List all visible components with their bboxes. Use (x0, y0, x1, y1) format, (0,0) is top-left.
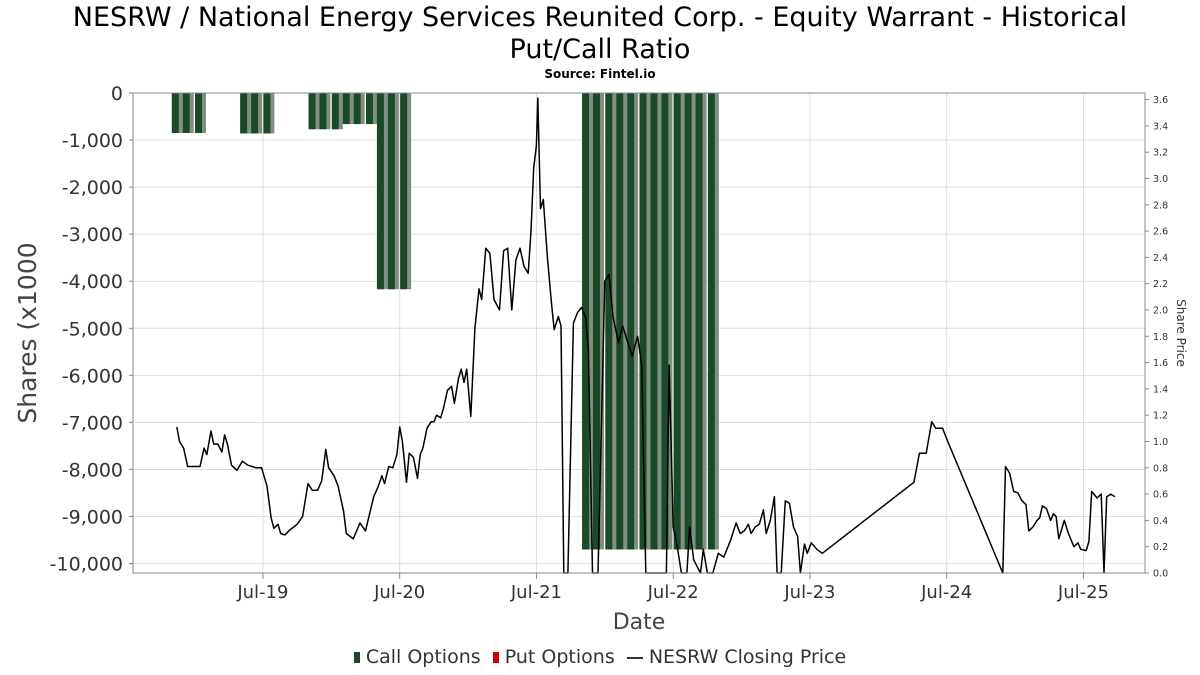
right-y-axis-label: Share Price (1174, 299, 1188, 367)
put-swatch (492, 652, 499, 663)
y-axis-label: Shares (x1000 (13, 242, 42, 423)
y2-tick-label: 2.4 (1153, 253, 1168, 264)
y2-tick-label: 2.6 (1153, 227, 1168, 238)
x-axis-label: Date (613, 610, 666, 635)
y2-tick-label: 2.0 (1153, 305, 1168, 316)
y2-tick-label: 0.2 (1153, 542, 1168, 553)
legend-label-put: Put Options (504, 646, 615, 668)
y2-tick-label: 1.0 (1153, 437, 1168, 448)
call-bar (331, 93, 339, 130)
y2-tick-label: 1.6 (1153, 358, 1168, 369)
y-tick-label: -3,000 (62, 224, 123, 246)
price-swatch (626, 656, 643, 659)
y2-tick-label: 0.6 (1153, 490, 1168, 501)
y-tick-label: -5,000 (62, 318, 123, 340)
call-bar (673, 93, 681, 550)
legend-label-price: NESRW Closing Price (648, 646, 847, 668)
legend: Call Options Put Options NESRW Closing P… (0, 646, 1200, 668)
call-bar (592, 93, 600, 550)
call-bar (661, 93, 669, 550)
y2-tick-label: 2.8 (1153, 200, 1168, 211)
y2-tick-label: 0.4 (1153, 516, 1168, 527)
legend-label-call: Call Options (365, 646, 481, 668)
x-tick-label: Jul-20 (373, 582, 425, 603)
call-bar (400, 93, 408, 290)
left-axis-ticks: 0 -1,000 -2,000 -3,000 -4,000 -5,000 -6,000 -7,… (50, 83, 133, 576)
y2-tick-label: 2.2 (1153, 279, 1168, 290)
y2-tick-label: 3.6 (1153, 95, 1168, 106)
y2-tick-label: 3.2 (1153, 148, 1168, 159)
y2-tick-label: 0.0 (1153, 569, 1168, 580)
x-tick-label: Jul-21 (510, 582, 562, 603)
call-bar (195, 93, 203, 133)
chart-title-line-2: Put/Call Ratio (509, 34, 691, 65)
call-bar (639, 93, 647, 550)
y-tick-label: -9,000 (62, 507, 123, 529)
y2-tick-label: 3.0 (1153, 174, 1168, 185)
call-bar (308, 93, 316, 130)
y2-tick-label: 1.2 (1153, 411, 1168, 422)
call-bar (182, 93, 190, 133)
grid-lines (133, 92, 1145, 573)
call-bar (605, 93, 613, 550)
call-bar (353, 93, 361, 125)
call-bar (650, 93, 658, 550)
call-bar (376, 93, 384, 290)
call-bar (684, 93, 692, 550)
x-tick-label: Jul-25 (1057, 582, 1109, 603)
x-tick-label: Jul-19 (236, 582, 288, 603)
call-bar (707, 93, 715, 550)
call-option-bars (171, 93, 719, 550)
y-tick-label: -7,000 (62, 412, 123, 434)
call-bar (365, 93, 373, 125)
right-axis-ticks: 0.0 0.2 0.4 0.6 0.8 1.0 1.2 1.4 1.6 1.8 2.0 2.2 2.4 2… (1145, 95, 1168, 580)
call-swatch (353, 652, 360, 663)
call-bar (616, 93, 624, 550)
x-tick-label: Jul-23 (783, 582, 835, 603)
y2-tick-label: 0.8 (1153, 463, 1168, 474)
call-bar (240, 93, 248, 134)
legend-item-price[interactable]: NESRW Closing Price (626, 646, 847, 668)
chart-subtitle: Source: Fintel.io (544, 67, 656, 81)
legend-item-put[interactable]: Put Options (492, 646, 621, 668)
y-tick-label: -8,000 (62, 459, 123, 481)
call-bar (251, 93, 259, 134)
call-bar (627, 93, 635, 550)
x-tick-label: Jul-24 (920, 582, 972, 603)
y2-tick-label: 1.8 (1153, 332, 1168, 343)
x-axis-ticks: Jul-19 Jul-20 Jul-21 Jul-22 Jul-23 Jul-24 Jul-… (236, 573, 1109, 603)
chart-title: NESRW / National Energy Services Reunite… (0, 2, 1200, 66)
chart-title-line-1: NESRW / National Energy Services Reunite… (72, 2, 1128, 33)
call-bar (695, 93, 703, 550)
call-bar (263, 93, 271, 134)
call-bar (342, 93, 350, 125)
closing-price-line (176, 97, 1116, 574)
y-tick-label: -2,000 (62, 177, 123, 199)
y-tick-label: -1,000 (62, 130, 123, 152)
y2-tick-label: 1.4 (1153, 384, 1168, 395)
call-bar (387, 93, 395, 290)
y-tick-label: -6,000 (62, 365, 123, 387)
call-bar (171, 93, 179, 133)
legend-item-call[interactable]: Call Options (353, 646, 487, 668)
x-tick-label: Jul-22 (647, 582, 699, 603)
y-tick-label: -10,000 (50, 554, 123, 576)
call-bar (319, 93, 327, 130)
y2-tick-label: 3.4 (1153, 121, 1168, 132)
plot-frame (132, 92, 1146, 574)
y-tick-label: -4,000 (62, 271, 123, 293)
y-tick-label: 0 (111, 83, 123, 105)
price-series-line (176, 97, 1116, 574)
